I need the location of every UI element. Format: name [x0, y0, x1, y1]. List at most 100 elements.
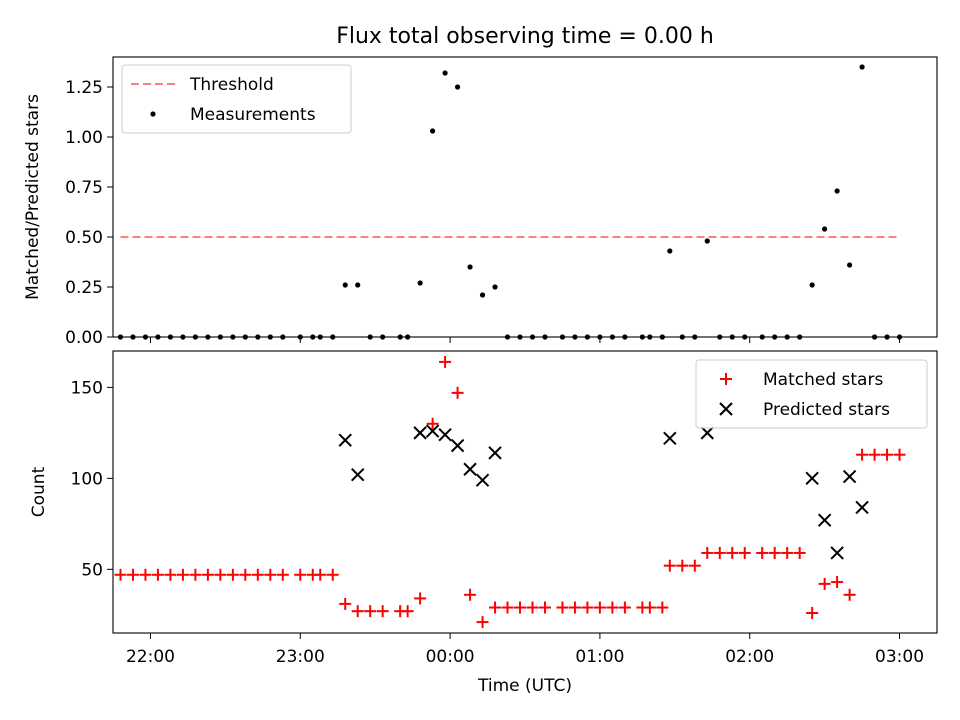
predicted-star-point [350, 468, 365, 482]
predicted-star-point [413, 426, 427, 440]
measurements-legend-label: Measurements [190, 105, 316, 125]
matched-star-point [568, 601, 581, 614]
matched-star-point [226, 568, 239, 581]
matched-star-point [663, 559, 676, 572]
count-x-tick-label: 02:00 [725, 647, 774, 667]
matched-star-point [606, 601, 619, 614]
measurement-point [417, 280, 423, 286]
measurement-point [355, 282, 361, 288]
matched-star-point [688, 559, 701, 572]
matched-star-point [656, 601, 669, 614]
ratio-legend: Threshold Measurements [121, 64, 352, 134]
matched-star-point [439, 355, 452, 368]
ratio-axes-frame [112, 56, 938, 338]
matched-star-point [426, 417, 439, 430]
measurement-point [492, 284, 498, 290]
count-y-tick-label: 50 [81, 560, 103, 580]
measurement-point [859, 64, 865, 70]
count-plot-area [114, 355, 906, 629]
predicted-legend-label: Predicted stars [763, 400, 890, 420]
ratio-y-tick-label: 0.75 [65, 178, 103, 198]
matched-star-point [701, 546, 714, 559]
measurement-point [704, 238, 710, 244]
matched-star-point [806, 606, 819, 619]
predicted-star-point [425, 424, 440, 438]
matched-star-point [768, 546, 781, 559]
measurement-point [809, 282, 815, 288]
predicted-star-point [463, 462, 477, 476]
measurement-point [342, 282, 348, 288]
matched-star-point [314, 568, 327, 581]
matched-star-point [538, 601, 551, 614]
matched-star-point [556, 601, 569, 614]
count-x-ticks: 22:00 23:00 00:00 01:00 02:00 03:00 [126, 633, 924, 667]
matched-legend-label: Matched stars [763, 370, 883, 390]
measurements-legend-swatch [150, 111, 156, 117]
matched-star-point [351, 605, 364, 618]
count-axes-frame [112, 350, 938, 634]
matched-star-point [738, 546, 751, 559]
matched-star-point [856, 448, 869, 461]
count-legend-box [695, 359, 928, 429]
matched-star-point [713, 546, 726, 559]
matched-star-point [581, 601, 594, 614]
matched-star-point [239, 568, 252, 581]
matched-star-point [464, 588, 477, 601]
count-x-tick-label: 23:00 [276, 647, 325, 667]
predicted-star-point [338, 433, 352, 447]
matched-star-point [339, 597, 352, 610]
measurement-point [847, 262, 853, 268]
ratio-y-tick-label: 0.25 [65, 278, 103, 298]
predicted-star-point [488, 446, 502, 460]
matched-star-point [114, 568, 127, 581]
count-x-tick-label: 03:00 [875, 647, 924, 667]
matched-star-point [818, 577, 831, 590]
matched-star-point [843, 588, 856, 601]
predicted-star-point [663, 431, 677, 446]
matched-star-point [781, 546, 794, 559]
matched-star-point [618, 601, 631, 614]
matched-star-point [831, 576, 844, 589]
measurement-point [454, 84, 461, 90]
matched-star-point [189, 568, 202, 581]
count-x-axis-label: Time (UTC) [477, 676, 572, 696]
matched-star-point [793, 546, 806, 559]
measurement-point [479, 292, 486, 298]
count-legend: Matched stars Predicted stars [695, 359, 928, 429]
matched-star-point [126, 568, 139, 581]
predicted-star-point [438, 427, 452, 442]
matched-star-point [676, 559, 689, 572]
matched-star-point [264, 568, 277, 581]
threshold-legend-label: Threshold [189, 75, 274, 95]
count-x-tick-label: 22:00 [126, 647, 175, 667]
predicted-star-point [855, 500, 869, 515]
matched-legend-swatch [720, 373, 732, 385]
matched-star-point [756, 546, 769, 559]
matched-star-point [726, 546, 739, 559]
matched-star-point [176, 568, 189, 581]
measurement-point [834, 188, 840, 194]
count-y-ticks: 50 100 150 [71, 378, 113, 580]
matched-star-point [593, 601, 606, 614]
predicted-star-point [842, 469, 857, 484]
ratio-y-ticks: 0.00 0.25 0.50 0.75 1.00 1.25 [65, 78, 113, 348]
ratio-plot-area [117, 64, 903, 340]
ratio-y-tick-label: 1.25 [65, 78, 103, 98]
matched-star-point [451, 386, 464, 399]
measurement-point [430, 128, 436, 134]
matched-star-point [643, 601, 656, 614]
count-y-tick-label: 150 [71, 378, 103, 398]
predicted-star-point [817, 513, 832, 527]
count-y-tick-label: 100 [71, 469, 103, 489]
matched-star-point [164, 568, 177, 581]
matched-star-point [151, 568, 164, 581]
matched-star-point [276, 568, 289, 581]
matched-star-point [364, 605, 377, 618]
matched-star-point [414, 592, 427, 605]
matched-star-point [881, 448, 894, 461]
matched-star-point [501, 601, 514, 614]
matched-star-point [526, 601, 539, 614]
matched-star-point [376, 605, 389, 618]
